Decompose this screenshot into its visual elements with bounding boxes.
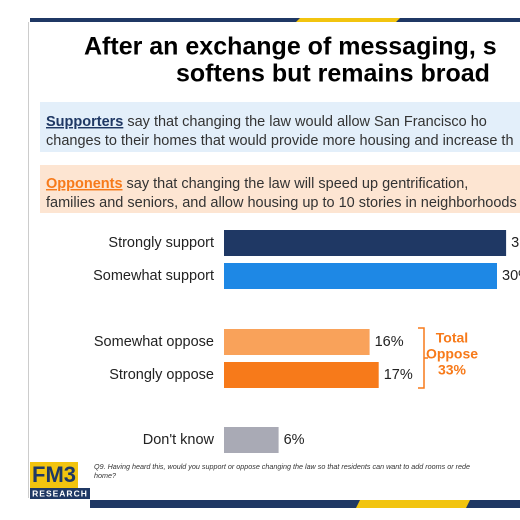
bar xyxy=(224,427,279,453)
title: softens but remains broad xyxy=(176,60,490,88)
top-accent xyxy=(296,18,400,22)
left-border xyxy=(28,22,29,498)
bar xyxy=(224,362,379,388)
footnote: Q9. Having heard this, would you support… xyxy=(94,462,470,471)
value-label: 30% xyxy=(502,268,520,284)
total-oppose: 33% xyxy=(438,362,467,378)
title: After an exchange of messaging, s xyxy=(84,33,497,61)
value-label: 16% xyxy=(375,334,404,350)
bar xyxy=(224,263,497,289)
message-text: families and seniors, and allow housing … xyxy=(46,195,517,211)
message-line: Supporters say that changing the law wou… xyxy=(46,114,487,130)
top-stripe xyxy=(30,18,520,22)
total-oppose: Total xyxy=(436,330,468,346)
supporters-box xyxy=(40,102,520,152)
bar xyxy=(224,329,370,355)
logo-subtext: RESEARCH xyxy=(32,488,88,498)
value-label: 6% xyxy=(284,432,305,448)
bottom-accent xyxy=(356,500,470,508)
message-text: say that changing the law will speed up … xyxy=(123,176,469,192)
message-term: Supporters xyxy=(46,114,123,130)
message-line: Opponents say that changing the law will… xyxy=(46,176,468,192)
category-label: Don't know xyxy=(143,432,215,448)
opponents-box xyxy=(40,165,520,213)
category-label: Strongly support xyxy=(108,235,214,251)
logo-band xyxy=(30,488,90,499)
value-label: 17% xyxy=(384,367,413,383)
category-label: Somewhat oppose xyxy=(94,334,214,350)
bar xyxy=(224,230,507,256)
message-text: say that changing the law would allow Sa… xyxy=(123,114,487,130)
footnote: home? xyxy=(94,471,116,480)
logo-text: FM3 xyxy=(32,462,76,487)
logo-box xyxy=(30,462,78,488)
message-text: changes to their homes that would provid… xyxy=(46,133,514,149)
value-label: 31% xyxy=(511,235,520,251)
oppose-bracket xyxy=(418,327,428,389)
total-oppose: Oppose xyxy=(426,346,478,362)
category-label: Strongly oppose xyxy=(109,367,214,383)
message-term: Opponents xyxy=(46,176,123,192)
message-line: families and seniors, and allow housing … xyxy=(46,195,517,211)
category-label: Somewhat support xyxy=(93,268,214,284)
bottom-stripe xyxy=(90,500,520,508)
message-line: changes to their homes that would provid… xyxy=(46,133,514,149)
